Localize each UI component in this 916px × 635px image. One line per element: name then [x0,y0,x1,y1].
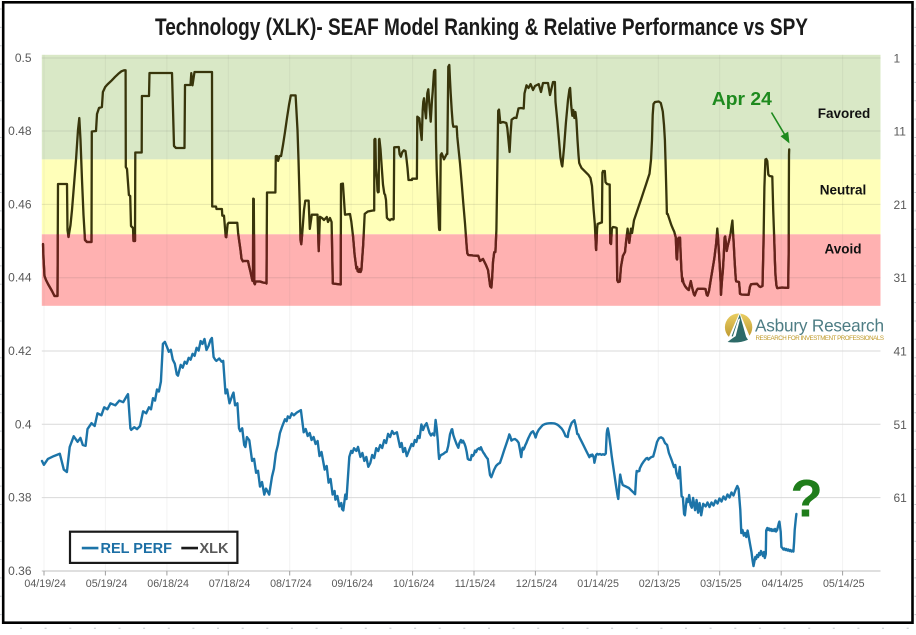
svg-text:0.42: 0.42 [8,344,32,358]
svg-text:31: 31 [894,271,908,285]
svg-text:Neutral: Neutral [820,183,867,198]
svg-text:04/19/24: 04/19/24 [24,578,66,590]
svg-text:10/16/24: 10/16/24 [393,578,435,590]
svg-text:11/15/24: 11/15/24 [455,578,496,590]
svg-text:Avoid: Avoid [825,242,862,257]
svg-text:0.5: 0.5 [15,51,32,65]
svg-text:0.46: 0.46 [8,197,32,211]
svg-text:11: 11 [894,125,907,139]
svg-text:05/14/25: 05/14/25 [823,578,865,590]
svg-text:01/14/25: 01/14/25 [577,578,619,590]
svg-text:0.48: 0.48 [8,124,32,138]
svg-text:12/15/24: 12/15/24 [516,578,558,590]
svg-text:XLK: XLK [200,541,230,557]
svg-text:1: 1 [894,52,901,66]
svg-text:21: 21 [894,198,908,212]
svg-text:0.38: 0.38 [8,491,32,505]
svg-text:04/14/25: 04/14/25 [762,578,804,590]
svg-text:06/18/24: 06/18/24 [147,578,189,590]
svg-text:REL PERF: REL PERF [101,541,173,557]
svg-text:0.36: 0.36 [8,564,32,578]
svg-text:08/17/24: 08/17/24 [270,578,312,590]
svg-text:07/18/24: 07/18/24 [209,578,251,590]
svg-text:?: ? [790,470,822,529]
svg-text:Asbury Research: Asbury Research [755,316,884,336]
svg-text:41: 41 [894,345,908,359]
svg-text:05/19/24: 05/19/24 [86,578,128,590]
svg-text:Favored: Favored [818,106,871,121]
svg-text:03/15/25: 03/15/25 [700,578,742,590]
svg-text:Apr 24: Apr 24 [712,89,772,109]
svg-text:51: 51 [894,418,908,432]
svg-text:0.4: 0.4 [15,417,32,431]
svg-text:Technology (XLK)- SEAF Model R: Technology (XLK)- SEAF Model Ranking & R… [155,14,808,41]
svg-text:RESEARCH FOR INVESTMENT PROFES: RESEARCH FOR INVESTMENT PROFESSIONALS [756,335,885,342]
svg-text:09/16/24: 09/16/24 [331,578,373,590]
svg-text:61: 61 [894,491,908,505]
svg-text:0.44: 0.44 [8,271,32,285]
svg-text:02/13/25: 02/13/25 [639,578,681,590]
